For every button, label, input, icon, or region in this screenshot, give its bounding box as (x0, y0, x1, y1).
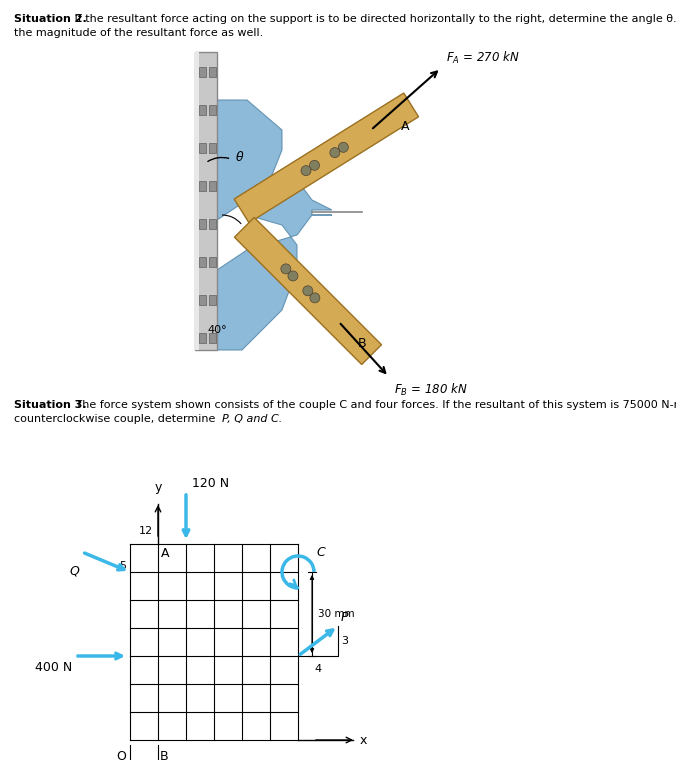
Bar (199, 67, 206, 77)
Text: P: P (341, 611, 349, 624)
Text: 4: 4 (314, 664, 322, 674)
Text: $F_A$ = 270 kN: $F_A$ = 270 kN (445, 50, 519, 66)
Text: 5: 5 (119, 561, 126, 571)
Bar (199, 219, 206, 229)
Text: 12: 12 (139, 526, 153, 536)
Bar (199, 257, 206, 267)
Bar (209, 105, 216, 115)
Text: Situation 3.: Situation 3. (14, 400, 87, 410)
Bar (195, 52, 199, 350)
Text: counterclockwise couple, determine: counterclockwise couple, determine (14, 414, 219, 424)
Text: 40°: 40° (207, 325, 226, 335)
Bar (209, 257, 216, 267)
Text: Q: Q (69, 564, 79, 577)
Text: B: B (160, 750, 168, 760)
Text: If the resultant force acting on the support is to be directed horizontally to t: If the resultant force acting on the sup… (71, 14, 676, 24)
Polygon shape (217, 100, 332, 350)
Circle shape (310, 293, 320, 302)
Text: A: A (401, 120, 410, 133)
Text: $\theta$: $\theta$ (235, 150, 245, 164)
Text: Situation 2.: Situation 2. (14, 14, 87, 24)
Text: C: C (316, 546, 324, 559)
Circle shape (288, 271, 298, 281)
Bar (209, 333, 216, 343)
Circle shape (310, 160, 320, 170)
Bar (209, 181, 216, 191)
Text: 3: 3 (341, 636, 348, 646)
Bar (209, 67, 216, 77)
Circle shape (301, 166, 311, 176)
Polygon shape (235, 217, 381, 365)
Circle shape (330, 147, 340, 157)
Bar (199, 105, 206, 115)
Text: A: A (161, 547, 170, 560)
Circle shape (281, 264, 291, 274)
Bar (199, 143, 206, 153)
Text: the magnitude of the resultant force as well.: the magnitude of the resultant force as … (14, 28, 263, 38)
Bar (199, 181, 206, 191)
Text: y: y (154, 481, 162, 494)
Text: 400 N: 400 N (34, 661, 72, 674)
Bar (209, 295, 216, 305)
Text: 120 N: 120 N (192, 477, 229, 490)
Bar (195, 52, 217, 350)
Bar (199, 295, 206, 305)
Text: x: x (360, 733, 367, 746)
Text: 30 mm: 30 mm (318, 609, 355, 619)
Polygon shape (234, 93, 418, 223)
Text: B: B (358, 337, 366, 350)
Text: The force system shown consists of the couple C and four forces. If the resultan: The force system shown consists of the c… (72, 400, 676, 410)
Bar (209, 219, 216, 229)
Circle shape (338, 142, 348, 152)
Bar (199, 333, 206, 343)
Text: P, Q and C.: P, Q and C. (222, 414, 283, 424)
Text: $F_B$ = 180 kN: $F_B$ = 180 kN (393, 382, 467, 397)
Text: O: O (116, 750, 126, 760)
Circle shape (303, 286, 313, 296)
Bar (209, 143, 216, 153)
